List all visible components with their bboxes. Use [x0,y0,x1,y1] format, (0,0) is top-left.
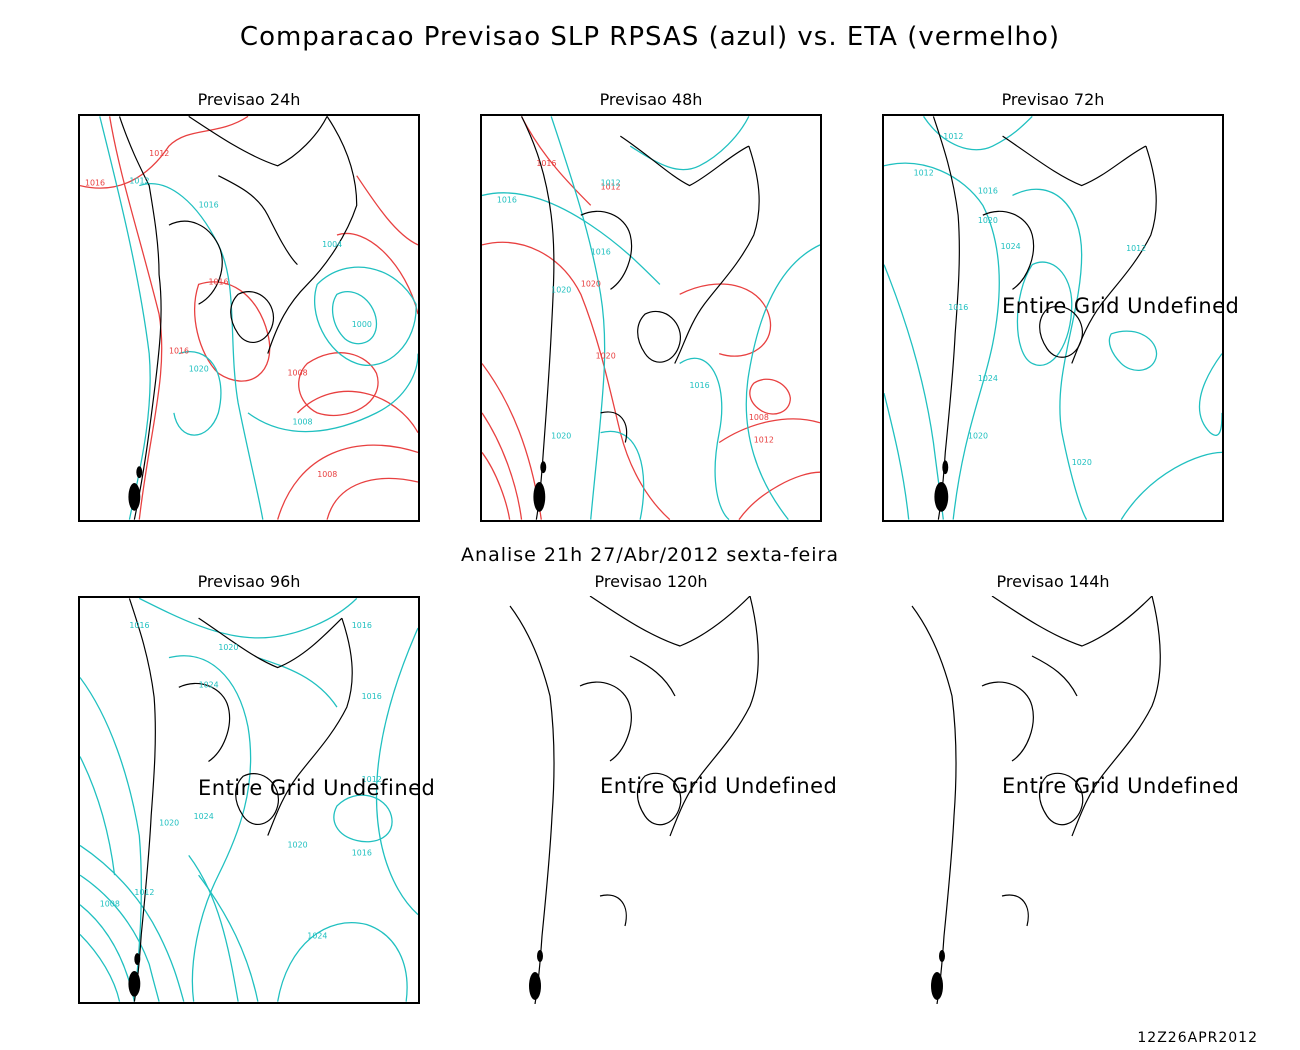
undefined-grid-message: Entire Grid Undefined [198,776,436,800]
map-48h: 1016 1012 1020 1020 1008 1012 1016 1012 1016… [482,116,820,520]
svg-text:1024: 1024 [1001,242,1021,251]
undefined-grid-message: Entire Grid Undefined [1002,294,1240,318]
coastline [118,116,358,520]
svg-text:1016: 1016 [591,248,611,257]
eta-isobars [80,116,418,520]
svg-text:1012: 1012 [914,169,934,178]
coastline [509,596,759,1004]
rpsas-labels: 1012 1016 1020 1004 1000 1008 [129,177,371,427]
svg-text:1008: 1008 [100,900,120,909]
svg-text:1016: 1016 [362,692,382,701]
undefined-grid-message: Entire Grid Undefined [1002,774,1240,798]
svg-text:1020: 1020 [189,364,209,373]
svg-text:1016: 1016 [978,186,998,195]
map-72h: 1012 1012 1016 1020 1024 1012 1016 1024 1020… [884,116,1222,520]
panel-title-72h: Previsao 72h [1001,90,1105,109]
svg-text:1016: 1016 [536,159,556,168]
map-96h: 1016 1016 1020 1024 1016 1012 1024 1020 1020… [80,598,418,1002]
undefined-grid-message: Entire Grid Undefined [600,774,838,798]
map-24h: 1016 1012 1016 1016 1008 1008 1012 1016 1020… [80,116,418,520]
patagonia-islands [934,460,949,512]
svg-text:1012: 1012 [754,436,774,445]
svg-text:1020: 1020 [596,352,616,361]
coastline [128,598,353,1002]
svg-text:1008: 1008 [292,418,312,427]
patagonia-islands [128,953,141,997]
svg-text:1012: 1012 [149,149,169,158]
svg-text:1016: 1016 [129,621,149,630]
svg-text:1016: 1016 [497,195,517,204]
figure-title: Comparacao Previsao SLP RPSAS (azul) vs.… [239,22,1061,52]
map-panel-120h: Entire Grid Undefined [480,596,837,1004]
panel-title-24h: Previsao 24h [197,90,301,109]
coastline [911,596,1161,1004]
svg-text:1020: 1020 [551,432,571,441]
svg-text:1024: 1024 [194,812,214,821]
rpsas-labels: 1016 1012 1016 1020 1016 1020 [497,179,710,441]
svg-text:1016: 1016 [85,179,105,188]
svg-text:1012: 1012 [601,179,621,188]
patagonia-islands [533,461,547,512]
svg-text:1012: 1012 [601,183,621,192]
svg-text:1012: 1012 [134,888,154,897]
map-120h [509,596,759,1004]
svg-text:1016: 1016 [208,277,228,286]
analysis-label: Analise 21h 27/Abr/2012 sexta-feira [461,544,839,566]
svg-text:1008: 1008 [288,368,308,377]
map-panel-72h: 1012 1012 1016 1020 1024 1012 1016 1024 1020… [882,114,1239,522]
run-timestamp: 12Z26APR2012 [1137,1030,1258,1046]
patagonia-islands [529,950,543,1000]
panel-title-120h: Previsao 120h [594,572,708,591]
svg-text:1012: 1012 [362,775,382,784]
panel-title-96h: Previsao 96h [197,572,301,591]
svg-text:1016: 1016 [948,303,968,312]
svg-text:1024: 1024 [978,374,998,383]
map-144h [911,596,1161,1004]
svg-text:1008: 1008 [317,470,337,479]
svg-text:1008: 1008 [749,413,769,422]
rpsas-labels: 1016 1016 1020 1024 1016 1012 1024 1020 1020… [100,621,382,940]
rpsas-isobars [80,598,418,1002]
map-panel-144h: Entire Grid Undefined [882,596,1239,1004]
map-panel-48h: 1016 1012 1020 1020 1008 1012 1016 1012 1016… [480,114,822,522]
panel-title-48h: Previsao 48h [599,90,703,109]
svg-text:1020: 1020 [1072,458,1092,467]
svg-text:1020: 1020 [218,643,238,652]
svg-text:1016: 1016 [169,347,189,356]
patagonia-islands [128,466,143,511]
map-panel-96h: 1016 1016 1020 1024 1016 1012 1024 1020 1020… [78,596,435,1004]
svg-text:1020: 1020 [288,840,308,849]
coastline [932,116,1157,520]
svg-text:1020: 1020 [159,819,179,828]
eta-isobars [482,116,820,520]
eta-labels: 1016 1012 1016 1016 1008 1008 [85,149,337,479]
svg-text:1020: 1020 [978,216,998,225]
svg-text:1016: 1016 [352,848,372,857]
panel-title-144h: Previsao 144h [996,572,1110,591]
svg-text:1020: 1020 [581,279,601,288]
svg-text:1004: 1004 [322,240,342,249]
svg-text:1000: 1000 [352,320,372,329]
rpsas-isobars [884,116,1222,520]
eta-labels: 1016 1012 1020 1020 1008 1012 [536,159,774,445]
svg-text:1020: 1020 [551,285,571,294]
svg-text:1024: 1024 [199,680,219,689]
map-panel-24h: 1016 1012 1016 1016 1008 1008 1012 1016 1020… [78,114,420,522]
svg-text:1024: 1024 [307,931,327,940]
svg-text:1012: 1012 [1126,244,1146,253]
svg-text:1020: 1020 [968,432,988,441]
patagonia-islands [931,950,945,1000]
rpsas-labels: 1012 1012 1016 1020 1024 1012 1016 1024 1020… [914,132,1147,467]
svg-text:1012: 1012 [943,132,963,141]
svg-text:1016: 1016 [199,200,219,209]
svg-text:1012: 1012 [129,177,149,186]
svg-text:1016: 1016 [690,381,710,390]
svg-text:1016: 1016 [352,621,372,630]
